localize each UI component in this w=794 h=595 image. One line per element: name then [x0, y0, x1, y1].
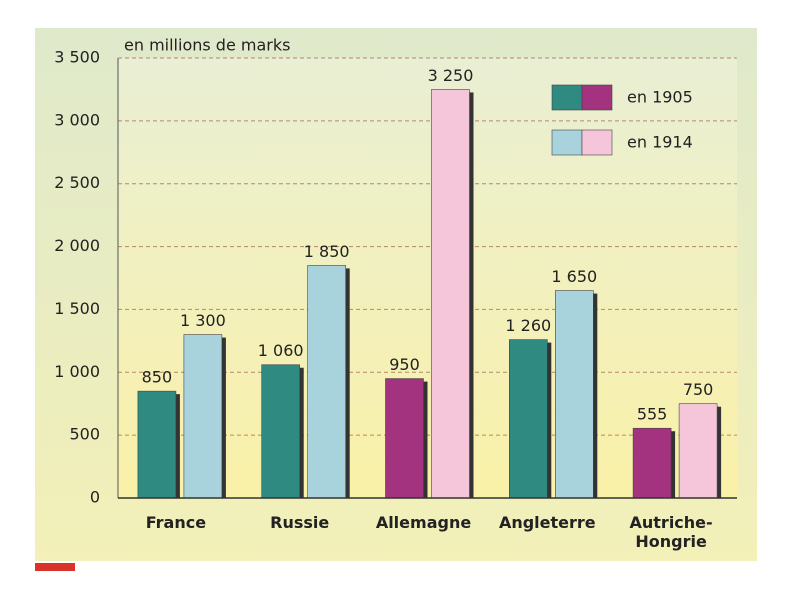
legend-swatch — [551, 129, 583, 156]
value-label: 1 300 — [180, 311, 226, 330]
bar — [261, 364, 301, 499]
y-tick-label: 1 000 — [54, 362, 100, 381]
decoration — [35, 563, 75, 571]
bar — [385, 378, 424, 499]
y-tick-label: 1 500 — [54, 299, 100, 318]
bar — [554, 290, 594, 499]
value-label: 1 260 — [505, 316, 551, 335]
y-tick-label: 2 000 — [54, 236, 100, 255]
value-label: 1 060 — [258, 341, 304, 360]
value-label: 3 250 — [428, 66, 474, 85]
legend-label: en 1905 — [627, 88, 693, 107]
y-tick-label: 0 — [90, 488, 100, 507]
value-label: 950 — [389, 355, 420, 374]
legend-swatch — [581, 84, 613, 111]
y-tick-label: 500 — [69, 425, 100, 444]
x-tick-label: Autriche-Hongrie — [629, 513, 713, 551]
x-tick-label: Allemagne — [375, 513, 472, 532]
legend-swatch — [551, 84, 583, 111]
bar — [431, 89, 470, 499]
legend-swatch — [581, 129, 613, 156]
value-label: 750 — [683, 380, 714, 399]
value-label: 1 650 — [551, 267, 597, 286]
value-label: 555 — [637, 405, 668, 424]
y-tick-label: 2 500 — [54, 173, 100, 192]
y-tick-label: 3 000 — [54, 110, 100, 129]
y-tick-label: 3 500 — [54, 48, 100, 67]
x-tick-label: France — [145, 513, 207, 532]
bar — [307, 265, 347, 499]
x-tick-label: Russie — [270, 513, 330, 532]
value-label: 1 850 — [304, 242, 350, 261]
value-label: 850 — [142, 368, 173, 387]
axis-title: en millions de marks — [124, 36, 290, 55]
bar — [183, 334, 223, 499]
bar — [632, 427, 672, 499]
x-tick-label: Angleterre — [498, 513, 596, 532]
legend-label: en 1914 — [627, 133, 693, 152]
bar — [137, 390, 177, 499]
bar — [508, 339, 548, 499]
bar — [678, 403, 718, 499]
